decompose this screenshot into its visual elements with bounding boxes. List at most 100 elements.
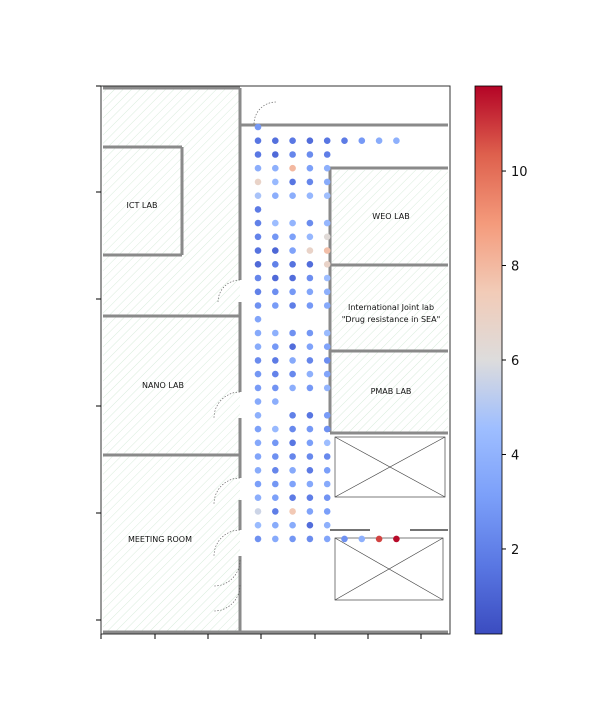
data-point xyxy=(272,521,279,529)
data-point xyxy=(289,302,296,309)
data-point xyxy=(272,164,279,172)
data-point xyxy=(272,261,279,268)
elevator-shafts xyxy=(330,436,448,601)
left-wing-hatch xyxy=(103,88,240,632)
data-point xyxy=(306,370,314,378)
data-point xyxy=(289,329,296,337)
data-point xyxy=(272,288,279,296)
data-point xyxy=(254,151,262,158)
data-point xyxy=(254,288,262,296)
data-point xyxy=(272,425,279,433)
data-point xyxy=(272,192,279,199)
data-point xyxy=(306,302,314,309)
data-point xyxy=(289,439,296,447)
data-point xyxy=(375,535,383,543)
data-point xyxy=(289,178,296,186)
data-point xyxy=(272,151,279,158)
data-point xyxy=(272,274,279,282)
data-point xyxy=(289,535,296,543)
intl-lab-label-line1: International Joint lab xyxy=(348,303,434,312)
data-point xyxy=(323,357,331,364)
data-point xyxy=(289,151,296,158)
pmab-room-fill xyxy=(332,352,448,432)
data-point xyxy=(272,384,279,392)
data-point xyxy=(323,494,331,502)
pmab-lab-label: PMAB LAB xyxy=(371,387,412,396)
data-point xyxy=(254,453,262,460)
data-point xyxy=(393,137,400,144)
data-point xyxy=(272,219,279,227)
data-point xyxy=(306,164,314,172)
data-point xyxy=(272,494,279,502)
data-point xyxy=(375,137,383,144)
data-point xyxy=(323,467,331,474)
data-point xyxy=(254,302,262,309)
data-point xyxy=(306,261,314,268)
data-point xyxy=(306,384,314,392)
data-point xyxy=(272,480,279,488)
data-point xyxy=(323,425,331,433)
data-point xyxy=(323,219,331,227)
data-point xyxy=(323,233,331,241)
data-point xyxy=(306,480,314,488)
data-point xyxy=(289,425,296,433)
data-point xyxy=(254,508,262,515)
data-point xyxy=(323,343,331,351)
data-point xyxy=(341,535,348,543)
data-point xyxy=(289,233,296,241)
data-point xyxy=(289,247,296,254)
data-point xyxy=(323,412,331,419)
data-point xyxy=(323,453,331,460)
data-point xyxy=(254,412,262,419)
data-point xyxy=(254,467,262,474)
data-point xyxy=(254,398,262,405)
data-point xyxy=(272,302,279,309)
data-point xyxy=(289,288,296,296)
data-point xyxy=(358,535,366,543)
data-point xyxy=(272,178,279,186)
data-point xyxy=(306,521,314,529)
data-point xyxy=(341,137,348,144)
data-point xyxy=(289,343,296,351)
data-point xyxy=(306,357,314,364)
colorbar: 2 4 6 8 10 xyxy=(474,85,528,635)
data-point xyxy=(323,329,331,337)
data-point xyxy=(323,480,331,488)
data-point xyxy=(306,467,314,474)
data-point xyxy=(289,192,296,199)
measurement-points xyxy=(254,123,400,543)
data-point xyxy=(254,370,262,378)
intl-room-fill xyxy=(332,266,448,350)
data-point xyxy=(323,508,331,515)
axis-ticks xyxy=(96,85,422,639)
data-point xyxy=(306,192,314,199)
data-point xyxy=(289,508,296,515)
data-point xyxy=(323,164,331,172)
data-point xyxy=(358,137,366,144)
data-point xyxy=(306,219,314,227)
data-point xyxy=(289,467,296,474)
data-point xyxy=(272,233,279,241)
intl-lab-label-line2: "Drug resistance in SEA" xyxy=(342,315,441,324)
data-point xyxy=(254,233,262,241)
data-point xyxy=(254,261,262,268)
colorbar-tick-label: 4 xyxy=(511,448,519,463)
data-point xyxy=(289,370,296,378)
data-point xyxy=(306,151,314,158)
colorbar-ticks: 2 4 6 8 10 xyxy=(502,165,528,558)
data-point xyxy=(272,508,279,515)
data-point xyxy=(289,164,296,172)
data-point xyxy=(306,288,314,296)
data-point xyxy=(272,357,279,364)
weo-room-fill xyxy=(332,170,448,264)
data-point xyxy=(254,247,262,254)
data-point xyxy=(323,137,331,144)
data-point xyxy=(254,178,262,186)
nano-lab-label: NANO LAB xyxy=(142,381,184,390)
data-point xyxy=(254,535,262,543)
data-point xyxy=(289,453,296,460)
data-point xyxy=(254,164,262,172)
data-point xyxy=(323,274,331,282)
ict-lab-label: ICT LAB xyxy=(127,201,158,210)
